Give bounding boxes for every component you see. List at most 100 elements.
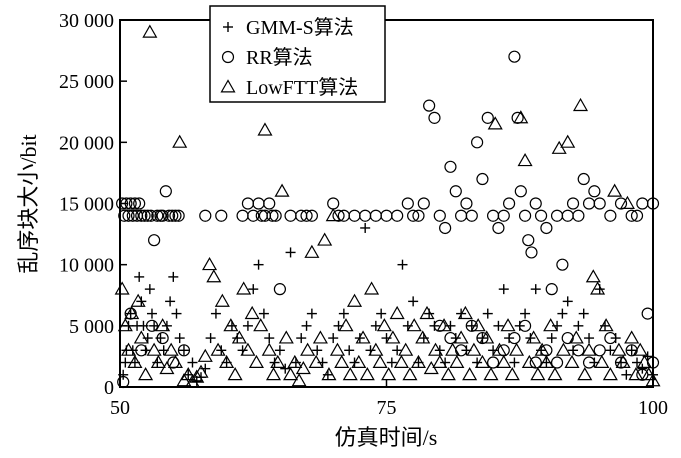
data-point bbox=[237, 345, 248, 356]
data-point bbox=[465, 209, 478, 222]
data-point bbox=[273, 283, 286, 296]
legend-item-rr: RR算法 bbox=[221, 46, 313, 69]
data-point bbox=[440, 367, 456, 381]
data-point bbox=[216, 345, 227, 356]
data-point bbox=[530, 284, 541, 295]
series-circle bbox=[116, 50, 660, 389]
data-point bbox=[265, 367, 282, 381]
data-point bbox=[525, 333, 536, 344]
data-point bbox=[543, 318, 559, 332]
data-point bbox=[572, 209, 585, 222]
data-point bbox=[150, 354, 166, 369]
data-point bbox=[290, 357, 301, 368]
y-tick-label: 25 000 bbox=[59, 71, 114, 93]
plus-marker-icon bbox=[223, 22, 233, 32]
data-point bbox=[585, 269, 601, 283]
data-point bbox=[197, 348, 213, 362]
data-point bbox=[428, 342, 444, 356]
data-point bbox=[470, 318, 486, 332]
data-point bbox=[526, 330, 542, 344]
data-point bbox=[146, 308, 157, 319]
data-point bbox=[269, 209, 282, 222]
data-point bbox=[376, 318, 392, 332]
data-point bbox=[266, 209, 279, 222]
data-point bbox=[397, 259, 408, 270]
data-point bbox=[424, 308, 435, 319]
data-point bbox=[466, 342, 482, 356]
data-point bbox=[134, 271, 145, 282]
data-point bbox=[125, 308, 136, 319]
data-point bbox=[114, 281, 130, 295]
data-point bbox=[141, 209, 154, 222]
data-point bbox=[232, 333, 243, 344]
data-point bbox=[578, 308, 589, 319]
data-point bbox=[636, 197, 649, 210]
data-point bbox=[144, 209, 158, 222]
data-point bbox=[476, 172, 489, 186]
data-point bbox=[187, 357, 198, 368]
data-point bbox=[602, 367, 618, 381]
data-point bbox=[498, 284, 509, 295]
data-point bbox=[342, 367, 358, 381]
data-point bbox=[295, 360, 311, 375]
data-point bbox=[607, 183, 623, 197]
data-point bbox=[369, 209, 382, 222]
data-point bbox=[455, 209, 468, 222]
data-point bbox=[522, 234, 535, 247]
data-point bbox=[144, 284, 155, 295]
data-point bbox=[566, 197, 580, 210]
data-point bbox=[142, 24, 158, 38]
data-point bbox=[360, 222, 371, 233]
x-tick-label: 50 bbox=[110, 397, 130, 419]
data-point bbox=[253, 318, 269, 332]
data-point bbox=[509, 357, 520, 368]
data-point bbox=[166, 209, 179, 222]
data-point bbox=[161, 320, 172, 331]
data-point bbox=[202, 256, 218, 271]
data-point bbox=[483, 367, 499, 381]
data-point bbox=[577, 172, 590, 186]
data-point bbox=[236, 281, 252, 295]
data-point bbox=[450, 333, 461, 344]
data-point bbox=[158, 345, 169, 356]
legend-label-lowftt: LowFTT算法 bbox=[246, 76, 358, 99]
data-point bbox=[365, 345, 376, 356]
data-point bbox=[128, 197, 142, 210]
data-point bbox=[514, 320, 525, 331]
data-point bbox=[453, 330, 469, 344]
data-point bbox=[497, 344, 510, 357]
data-point bbox=[138, 320, 149, 331]
data-point bbox=[614, 356, 628, 369]
data-point bbox=[236, 209, 249, 222]
data-point bbox=[227, 367, 243, 381]
data-point bbox=[354, 333, 365, 344]
data-point bbox=[637, 363, 648, 374]
data-point bbox=[534, 342, 550, 356]
data-point bbox=[605, 345, 616, 356]
data-point bbox=[412, 209, 425, 222]
data-point bbox=[248, 354, 264, 369]
data-point bbox=[385, 330, 401, 344]
data-point bbox=[168, 271, 179, 282]
data-marks bbox=[114, 24, 661, 389]
data-point bbox=[269, 357, 280, 368]
data-point bbox=[461, 345, 472, 356]
data-point bbox=[149, 320, 160, 331]
data-point bbox=[521, 354, 537, 369]
data-point bbox=[492, 221, 505, 235]
triangle-legend-marker bbox=[220, 79, 236, 93]
data-point bbox=[625, 344, 638, 357]
data-point bbox=[226, 320, 237, 331]
circle-marker-icon bbox=[221, 50, 235, 64]
data-point bbox=[231, 330, 247, 344]
data-point bbox=[210, 342, 226, 356]
data-point bbox=[257, 122, 273, 136]
data-point bbox=[552, 320, 563, 331]
axis-ticks: 0 5 000 10 000 15 000 20 000 25 000 30 000 50 75… bbox=[59, 10, 668, 419]
data-point bbox=[406, 318, 422, 332]
data-point bbox=[440, 357, 451, 368]
data-point bbox=[386, 357, 397, 368]
data-point bbox=[332, 209, 345, 222]
data-point bbox=[540, 221, 553, 235]
